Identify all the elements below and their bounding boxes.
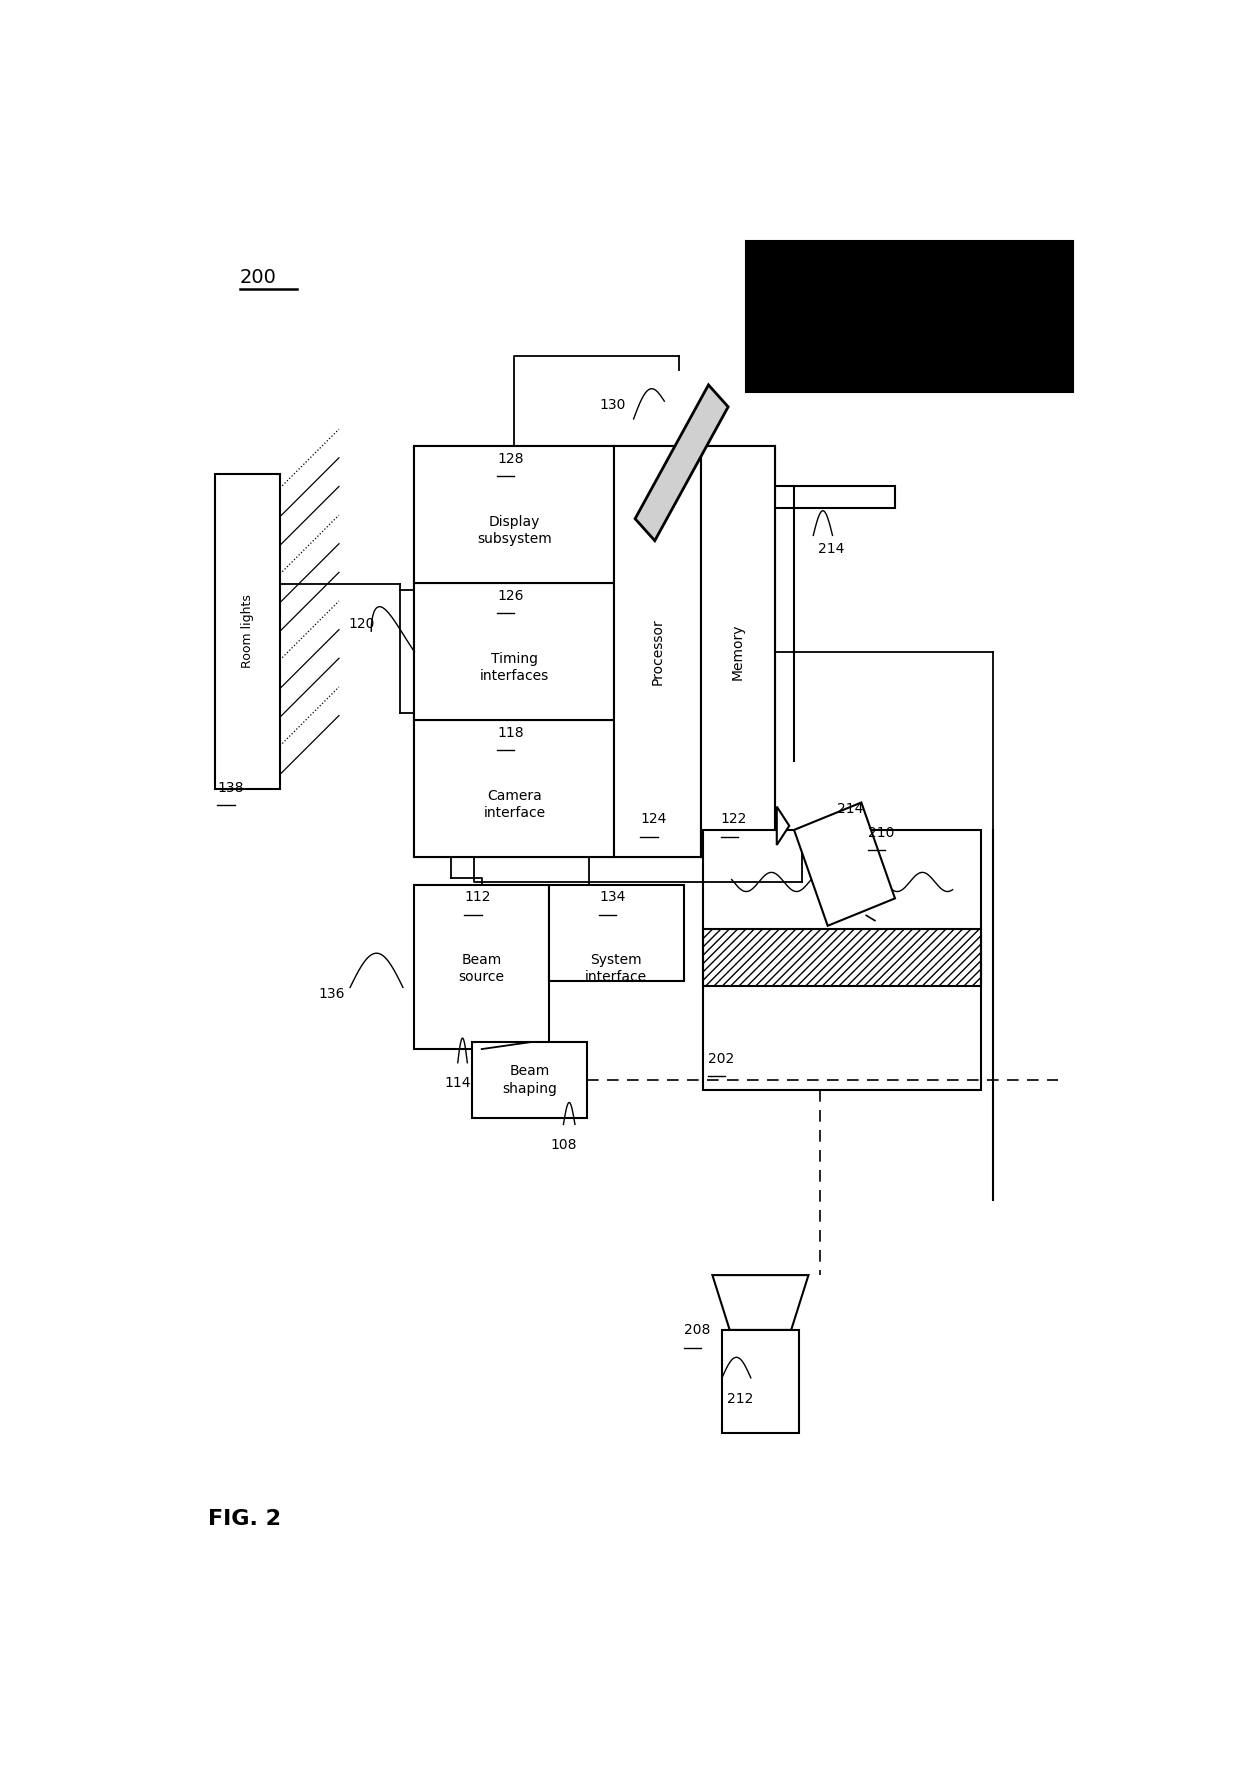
Bar (703, 929, 982, 986)
Bar (746, 240, 1073, 391)
Text: 210: 210 (868, 825, 894, 840)
Text: 130: 130 (599, 398, 626, 413)
Text: System
interface: System interface (585, 954, 647, 984)
Bar (414, 584, 615, 720)
Text: Beam
shaping: Beam shaping (502, 1064, 557, 1096)
Bar (414, 720, 615, 857)
Text: 114: 114 (444, 1076, 471, 1091)
Bar (722, 1331, 799, 1432)
Text: Beam
source: Beam source (459, 954, 505, 984)
Text: 108: 108 (551, 1139, 577, 1153)
Text: 214: 214 (837, 802, 864, 817)
Polygon shape (712, 1276, 808, 1331)
Bar (549, 884, 683, 980)
Text: Room lights: Room lights (241, 594, 254, 669)
Bar (414, 884, 549, 1050)
Text: Memory: Memory (730, 624, 745, 680)
Text: 126: 126 (497, 589, 523, 603)
Bar (712, 486, 895, 509)
Text: 214: 214 (818, 543, 844, 557)
Text: FIG. 2: FIG. 2 (208, 1509, 280, 1528)
Bar (615, 447, 701, 857)
Text: Display
subsystem: Display subsystem (477, 514, 552, 546)
Polygon shape (776, 806, 789, 845)
Text: Processor: Processor (651, 619, 665, 685)
Text: Camera
interface: Camera interface (484, 788, 546, 820)
Text: 122: 122 (720, 811, 746, 825)
Bar (414, 447, 615, 584)
Text: 202: 202 (708, 1051, 734, 1066)
Text: 138: 138 (217, 781, 244, 795)
Bar (472, 1042, 588, 1117)
Text: 118: 118 (497, 726, 523, 740)
Bar (635, 384, 728, 541)
Bar (215, 473, 280, 788)
Bar (701, 447, 775, 857)
Text: 124: 124 (640, 811, 667, 825)
Bar (703, 929, 982, 986)
Text: 134: 134 (599, 890, 625, 904)
Text: Timing
interfaces: Timing interfaces (480, 651, 549, 683)
Text: 212: 212 (727, 1391, 753, 1405)
Text: 112: 112 (465, 890, 491, 904)
Polygon shape (794, 802, 895, 925)
Text: 200: 200 (239, 269, 277, 286)
Text: 120: 120 (348, 617, 374, 632)
Text: 208: 208 (683, 1324, 711, 1338)
Text: 128: 128 (497, 452, 523, 466)
Text: 136: 136 (319, 987, 345, 1002)
Bar (414, 447, 775, 857)
Bar (703, 829, 982, 1091)
